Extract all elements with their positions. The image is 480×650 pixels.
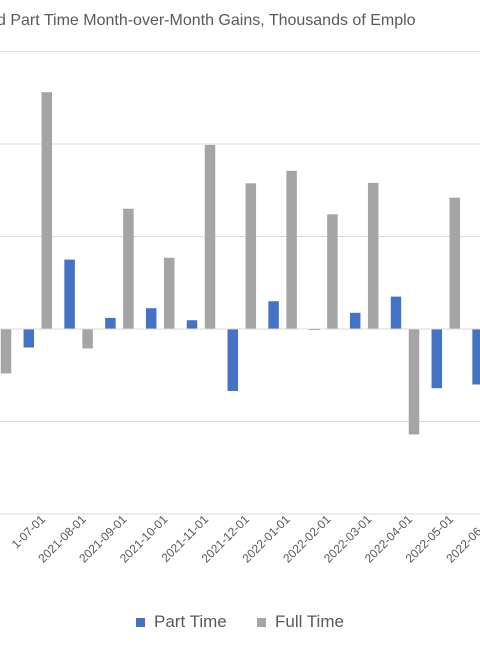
legend: Part Time Full Time (0, 612, 480, 636)
bar-part-time-2022-03-01 (349, 312, 361, 329)
legend-swatch-full-time (257, 617, 266, 627)
bar-part-time-2021-11-01 (186, 320, 198, 329)
bar-part-time-2022-06-01 (472, 329, 480, 385)
bar-full-time-2022-04-01 (408, 329, 420, 435)
legend-label-full-time: Full Time (275, 612, 344, 631)
bar-full-time-2021-12-01 (245, 183, 257, 329)
bar-part-time-2021-08-01 (64, 259, 75, 329)
bar-part-time-2021-12-01 (227, 329, 239, 391)
bar-part-time-2021-09-01 (105, 317, 116, 329)
bar-full-time-2022-01-01 (286, 170, 297, 329)
bar-full-time-2022-03-01 (367, 182, 379, 329)
legend-item-part-time: Part Time (136, 612, 227, 632)
bar-part-time-2022-01-01 (268, 301, 279, 329)
chart-title: d Part Time Month-over-Month Gains, Thou… (0, 12, 480, 36)
bar-part-time-2021-07-01 (23, 329, 35, 348)
bar-full-time-2022-05-01 (449, 197, 461, 329)
x-tick-label: 1-07-01 (9, 512, 48, 551)
bar-part-time-2022-05-01 (431, 329, 443, 389)
bar-part-time-2021-10-01 (145, 308, 157, 329)
chart-title-text: d Part Time Month-over-Month Gains, Thou… (0, 12, 416, 29)
legend-swatch-part-time (136, 617, 145, 627)
bar-full-time-2021-08-01 (82, 329, 93, 349)
bar-part-time-2022-04-01 (390, 296, 402, 329)
bar-full-time-2022-02-01 (327, 214, 338, 329)
bar-full-time-2021-10-01 (163, 257, 175, 329)
bar-full-time-2021-07-01 (41, 92, 53, 329)
bar-full-time-2021-06-01 (0, 329, 12, 374)
legend-item-full-time: Full Time (257, 612, 344, 632)
legend-label-part-time: Part Time (154, 612, 227, 631)
bar-chart: 1-07-012021-08-012021-09-012021-10-01202… (0, 51, 480, 566)
bar-full-time-2021-11-01 (204, 144, 216, 329)
bar-full-time-2021-09-01 (123, 208, 134, 329)
